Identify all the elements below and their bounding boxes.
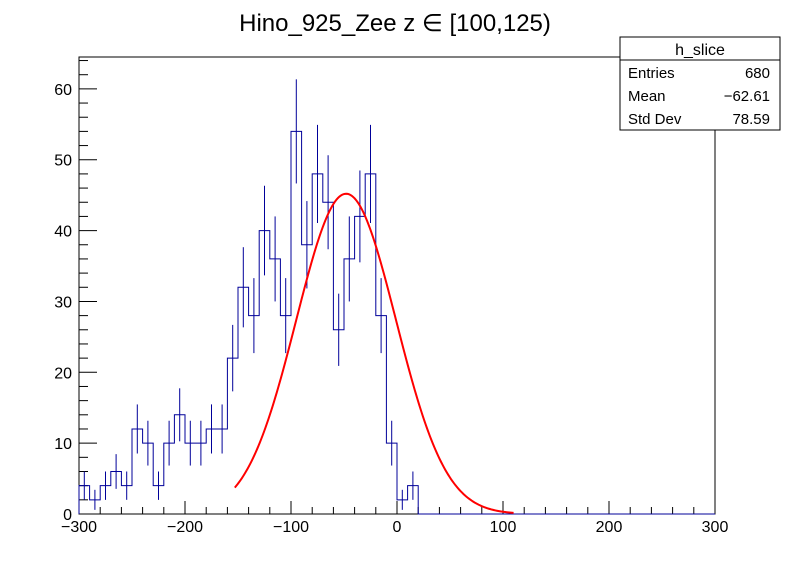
x-tick-label: 300 xyxy=(702,519,729,536)
y-tick-label: 30 xyxy=(54,294,72,311)
x-tick-label: −300 xyxy=(61,519,97,536)
stats-mean-label: Mean xyxy=(628,88,666,105)
y-tick-label: 10 xyxy=(54,436,72,453)
x-tick-label: 100 xyxy=(490,519,517,536)
x-tick-label: −200 xyxy=(167,519,203,536)
x-tick-label: −100 xyxy=(273,519,309,536)
y-tick-label: 60 xyxy=(54,82,72,99)
chart-title: Hino_925_Zee z ∈ [100,125) xyxy=(239,10,551,37)
stats-mean-value: −62.61 xyxy=(724,88,770,105)
fit-curve-group xyxy=(234,192,514,514)
y-tick-label: 0 xyxy=(63,507,72,524)
stats-entries-label: Entries xyxy=(628,65,675,82)
axes: −300 −200 −100 0 100 200 300 0 10 20 30 40 50 60 xyxy=(54,60,729,536)
stats-box-frame xyxy=(619,36,781,131)
y-tick-label: 20 xyxy=(54,365,72,382)
stats-entries-value: 680 xyxy=(745,65,770,82)
y-tick-label: 40 xyxy=(54,224,72,241)
stats-stddev-value: 78.59 xyxy=(732,111,770,128)
histogram xyxy=(78,79,715,515)
fit-curve xyxy=(234,192,514,514)
x-tick-label: 0 xyxy=(393,519,402,536)
y-tick-label: 50 xyxy=(54,153,72,170)
stats-stddev-label: Std Dev xyxy=(628,111,682,128)
x-tick-label: 200 xyxy=(596,519,623,536)
stats-box: h_slice Entries 680 Mean −62.61 Std Dev … xyxy=(619,36,781,131)
stats-title: h_slice xyxy=(675,42,725,59)
